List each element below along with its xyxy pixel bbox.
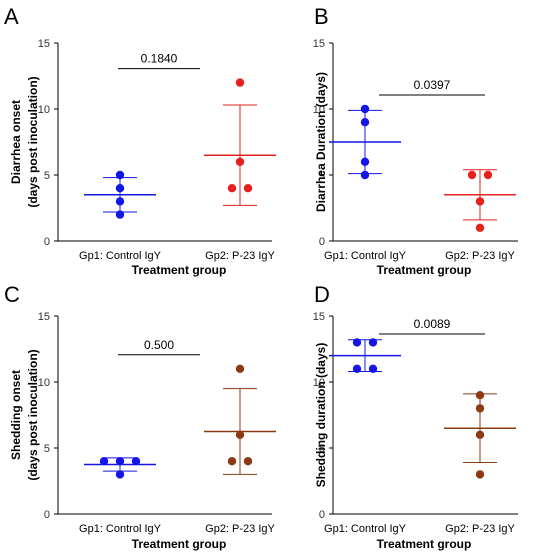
data-point [360, 118, 370, 127]
y-axis-title: Diarrhea onset [9, 100, 23, 184]
x-tick-label: Gp1: Control IgY [79, 250, 162, 262]
x-axis-title: Treatment group [132, 263, 227, 277]
x-axis-title: Treatment group [377, 263, 472, 277]
data-point [483, 170, 493, 180]
y-tick-label: 10 [313, 377, 325, 389]
y-tick-label: 15 [38, 38, 50, 50]
data-point [115, 197, 125, 206]
data-point [352, 338, 362, 347]
data-point [360, 170, 370, 180]
data-point [115, 210, 125, 219]
panel-label: D [314, 282, 330, 307]
data-point [360, 157, 370, 166]
data-point [243, 184, 253, 193]
panel-label: C [4, 282, 20, 307]
data-point [235, 364, 245, 373]
data-point [115, 170, 125, 180]
panel-label: B [314, 4, 329, 29]
x-tick-label: Gp1: Control IgY [324, 250, 407, 262]
data-point [352, 364, 362, 373]
y-axis-title: (days post inoculation) [26, 349, 40, 480]
data-point [227, 184, 237, 193]
data-point [235, 157, 245, 166]
data-point [115, 470, 125, 479]
y-tick-label: 15 [313, 38, 325, 50]
y-tick-label: 5 [319, 170, 325, 182]
y-tick-label: 10 [38, 104, 50, 116]
data-point [115, 457, 125, 466]
data-point [475, 404, 485, 413]
y-tick-label: 10 [38, 377, 50, 389]
y-tick-label: 5 [44, 170, 50, 182]
x-axis-title: Treatment group [132, 537, 227, 551]
x-tick-label: Gp1: Control IgY [324, 523, 407, 535]
data-point [227, 457, 237, 466]
x-axis-title: Treatment group [377, 537, 472, 551]
x-tick-label: Gp2: P-23 IgY [205, 523, 275, 535]
panel-label: A [4, 4, 19, 29]
y-axis-title: Shedding onset [9, 370, 23, 460]
p-value-label: 0.1840 [141, 52, 178, 66]
data-point [475, 197, 485, 206]
data-point [243, 457, 253, 466]
p-value-label: 0.0397 [414, 78, 451, 92]
y-axis-title: (days post inoculation) [26, 76, 40, 207]
data-point [475, 430, 485, 439]
chart-panel-c: C 0 5 10 15 Shedding onset (days post inoculat… [4, 282, 276, 551]
y-tick-label: 10 [313, 104, 325, 116]
y-axis-title: Shedding duration (days) [314, 343, 328, 488]
data-point [235, 430, 245, 439]
y-tick-label: 5 [44, 443, 50, 455]
p-value-label: 0.500 [144, 338, 174, 352]
data-point [475, 391, 485, 400]
data-point [475, 470, 485, 479]
data-point [115, 184, 125, 193]
data-point [368, 338, 378, 347]
y-axis-title: Diarrhea Duration (days) [314, 72, 328, 212]
y-tick-label: 0 [44, 236, 50, 248]
chart-panel-d: D 0 5 10 15 Shedding duration (days) Gp1: Cont… [313, 282, 518, 551]
y-tick-label: 15 [38, 311, 50, 323]
data-point [368, 364, 378, 373]
chart-panel-b: B 0 5 10 15 Diarrhea Duration (days) Gp1: Cont… [313, 4, 518, 277]
data-point [99, 457, 109, 466]
data-point [467, 170, 477, 180]
x-tick-label: Gp2: P-23 IgY [445, 523, 515, 535]
x-tick-label: Gp2: P-23 IgY [445, 250, 515, 262]
data-point [360, 104, 370, 114]
chart-panel-a: A 0 5 10 15 Diarrhea onset (days post inoculat… [4, 4, 276, 277]
y-tick-label: 0 [44, 509, 50, 521]
y-tick-label: 0 [319, 509, 325, 521]
y-tick-label: 0 [319, 236, 325, 248]
x-tick-label: Gp1: Control IgY [79, 523, 162, 535]
y-tick-label: 15 [313, 311, 325, 323]
data-point [131, 457, 141, 466]
x-tick-label: Gp2: P-23 IgY [205, 250, 275, 262]
y-tick-label: 5 [319, 443, 325, 455]
data-point [235, 78, 245, 87]
data-point [475, 223, 485, 232]
p-value-label: 0.0089 [414, 317, 451, 331]
